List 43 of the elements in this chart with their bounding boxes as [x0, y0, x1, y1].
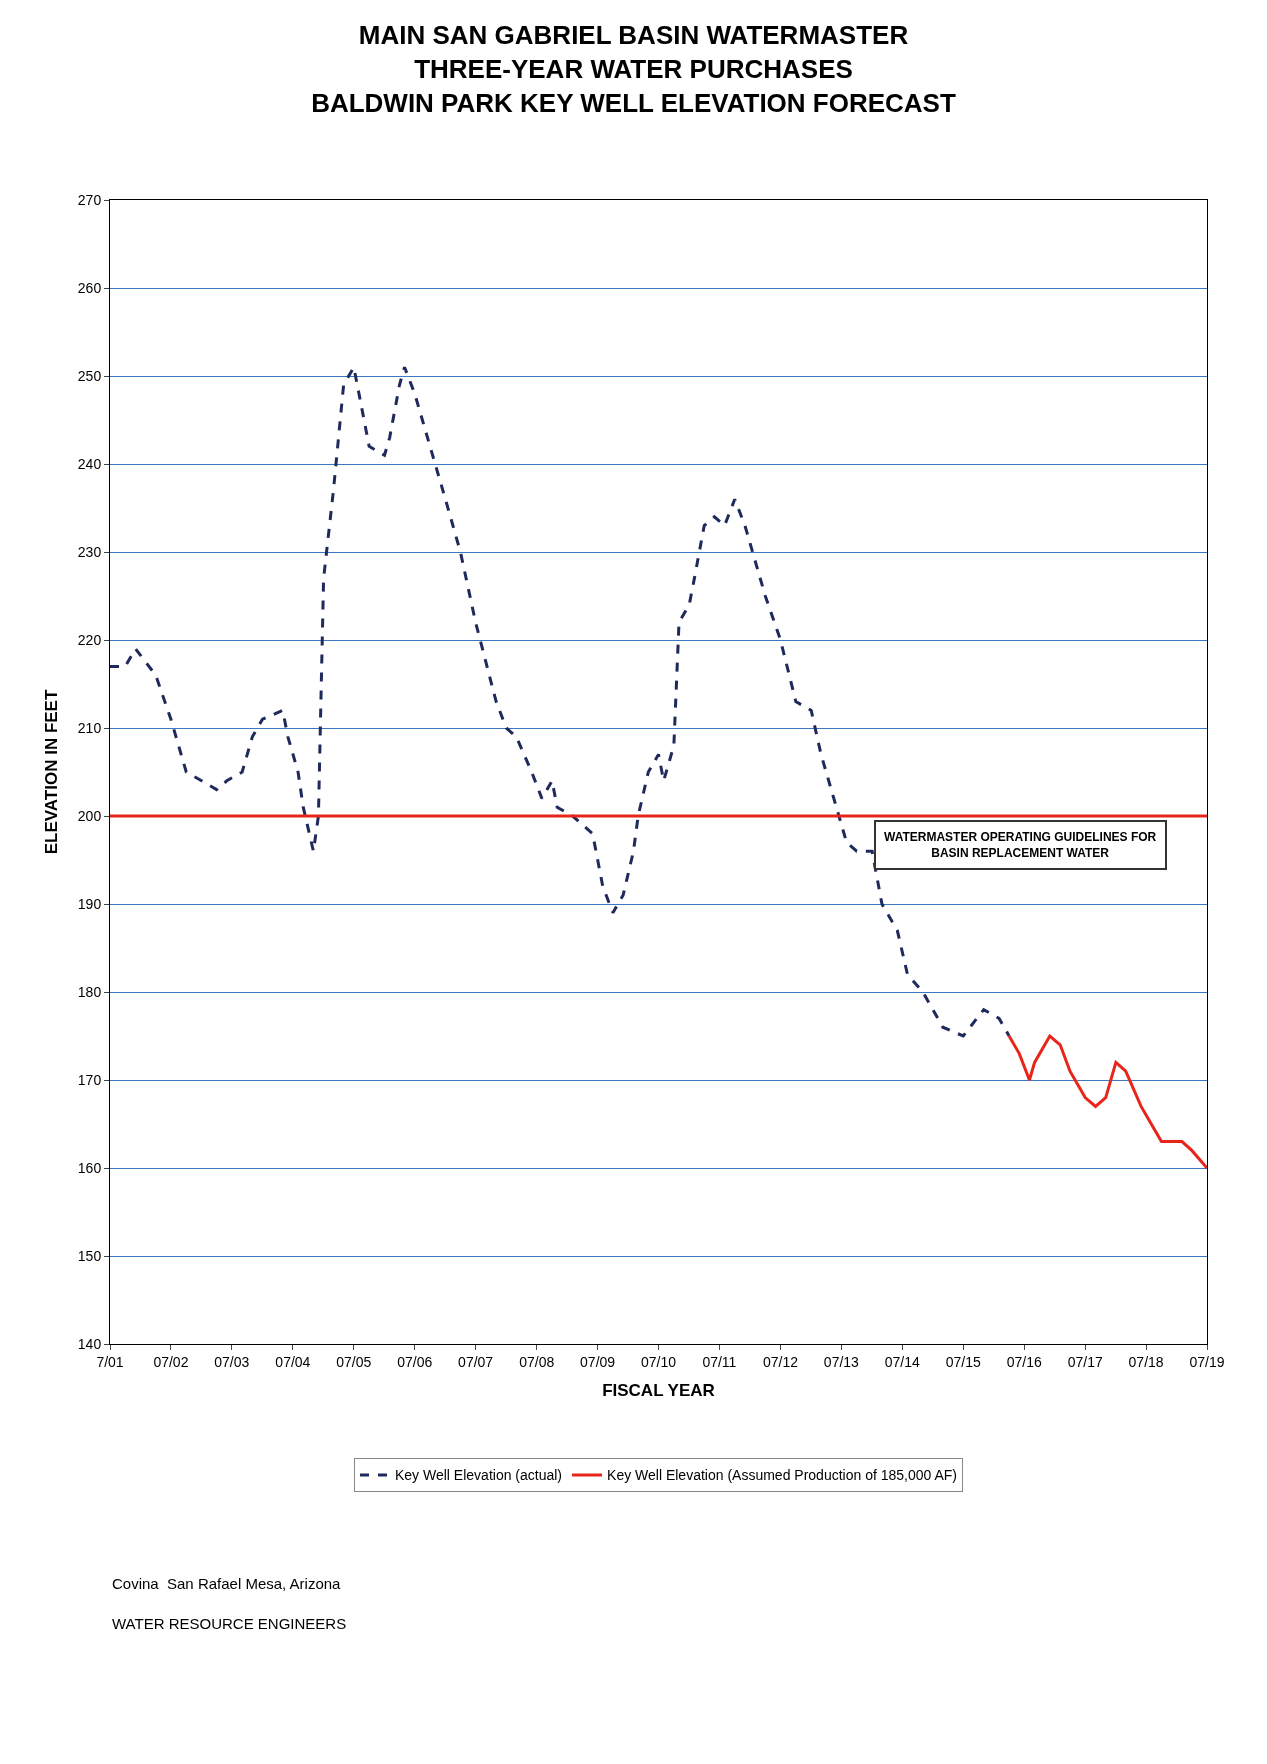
chart-title: MAIN SAN GABRIEL BASIN WATERMASTER	[358, 20, 909, 51]
chart-subtitle: THREE-YEAR WATER PURCHASES BALDWIN PARK KEY WELL ELEVATION FORECAST	[311, 53, 956, 118]
y-tick-label: 240	[77, 455, 102, 472]
y-tick-label: 140	[77, 1335, 102, 1352]
y-tick-label: 160	[77, 1159, 102, 1176]
x-tick-label: 07/15	[945, 1353, 981, 1370]
line-series	[1007, 1034, 1207, 1170]
y-axis-title: ELEVATION IN FEET	[42, 689, 62, 855]
x-tick-label: 07/17	[1067, 1353, 1103, 1370]
x-tick-label: 07/19	[1189, 1353, 1225, 1370]
x-tick-label: 07/13	[823, 1353, 860, 1370]
x-tick-label: 07/07	[458, 1353, 494, 1370]
y-tick-label: 210	[77, 719, 102, 736]
x-tick-label: 07/18	[1128, 1353, 1164, 1370]
x-tick-label: 07/10	[640, 1353, 677, 1370]
x-tick-label: 07/04	[275, 1353, 311, 1370]
x-tick-label: 07/09	[580, 1353, 616, 1370]
y-tick-label: 170	[77, 1071, 102, 1088]
y-tick-label: 230	[77, 543, 102, 560]
x-tick-label: 07/14	[884, 1353, 921, 1370]
y-tick-label: 190	[77, 895, 102, 912]
x-tick-label: 07/03	[214, 1353, 250, 1370]
y-tick-label: 150	[77, 1247, 102, 1264]
x-tick-label: 07/11	[702, 1353, 737, 1370]
x-tick-label: 07/05	[336, 1353, 372, 1370]
text: WATER RESOURCE ENGINEERS	[112, 1615, 347, 1632]
x-tick-label: 07/06	[397, 1353, 433, 1370]
y-tick-label: 180	[77, 983, 102, 1000]
y-tick-label: 220	[77, 631, 102, 648]
y-tick-label: 200	[77, 807, 102, 824]
legend-label: Key Well Elevation (Assumed Production of 185,000 AF)	[607, 1467, 957, 1484]
y-tick-label: 250	[77, 367, 102, 384]
ref-line-label: WATERMASTER OPERATING GUIDELINES FOR BASIN REPLACEMENT WATER	[884, 830, 1157, 860]
x-tick-label: 7/01	[96, 1353, 124, 1370]
x-tick-label: 07/16	[1006, 1353, 1042, 1370]
x-tick-label: 07/02	[153, 1353, 189, 1370]
y-tick-label: 260	[77, 279, 102, 296]
x-axis-title: FISCAL YEAR	[602, 1381, 715, 1401]
x-tick-label: 07/08	[519, 1353, 555, 1370]
text: Covina San Rafael Mesa, Arizona	[112, 1575, 342, 1592]
y-tick-label: 270	[77, 191, 102, 208]
legend-label: Key Well Elevation (actual)	[395, 1467, 563, 1484]
x-tick-label: 07/12	[762, 1353, 799, 1370]
